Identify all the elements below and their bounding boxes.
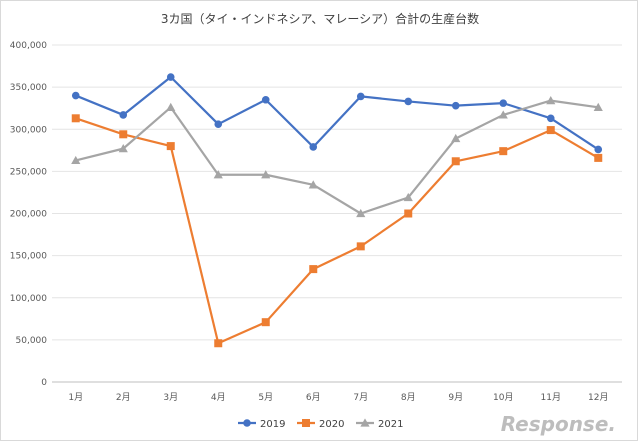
data-point-2021 xyxy=(403,192,413,202)
data-point-2019 xyxy=(261,95,270,104)
data-point-2021 xyxy=(546,96,556,105)
y-tick-label: 50,000 xyxy=(16,336,48,346)
legend-marker xyxy=(360,418,370,427)
x-tick-label: 9月 xyxy=(448,392,463,403)
x-tick-label: 2月 xyxy=(116,392,131,403)
data-point-2021 xyxy=(356,208,366,218)
data-point-2019 xyxy=(71,91,80,100)
x-tick-label: 5月 xyxy=(258,392,273,403)
x-tick-label: 10月 xyxy=(493,392,513,403)
series-line-2021 xyxy=(75,99,599,215)
data-point-2020 xyxy=(546,126,555,135)
series-2020 xyxy=(71,114,603,348)
data-point-2020 xyxy=(404,209,413,218)
data-point-2021 xyxy=(498,110,508,119)
watermark-logo: Response. xyxy=(501,412,616,436)
data-point-2021 xyxy=(166,102,176,111)
data-point-2021 xyxy=(118,144,128,153)
data-point-2019 xyxy=(309,143,318,151)
data-point-2019 xyxy=(499,99,508,107)
data-point-2021 xyxy=(261,170,271,179)
chart-title: 3カ国（タイ・インドネシア、マレーシア）合計の生産台数 xyxy=(161,11,479,26)
y-tick-label: 200,000 xyxy=(10,210,47,220)
data-point-2020 xyxy=(261,318,270,327)
data-point-2021 xyxy=(451,133,461,143)
y-tick-label: 150,000 xyxy=(10,252,47,262)
data-point-2020 xyxy=(356,242,365,251)
x-tick-label: 12月 xyxy=(588,392,608,403)
data-point-2021 xyxy=(71,155,81,165)
data-point-2020 xyxy=(309,265,318,274)
data-point-2020 xyxy=(594,153,603,162)
legend-label: 2020 xyxy=(319,419,344,430)
legend-item-2021: 2021 xyxy=(356,418,403,430)
x-tick-label: 11月 xyxy=(541,392,561,403)
x-tick-label: 4月 xyxy=(211,392,226,403)
y-tick-label: 0 xyxy=(41,378,47,388)
data-point-2020 xyxy=(71,114,80,123)
legend-item-2020: 2020 xyxy=(297,419,344,430)
series-layer xyxy=(71,73,603,348)
data-point-2019 xyxy=(166,73,175,81)
legend-marker xyxy=(243,419,251,427)
data-point-2019 xyxy=(451,101,460,110)
y-tick-label: 250,000 xyxy=(10,167,47,177)
series-2019 xyxy=(71,73,603,154)
data-point-2020 xyxy=(451,157,460,166)
x-tick-label: 7月 xyxy=(353,392,368,403)
data-point-2020 xyxy=(499,147,508,156)
data-point-2020 xyxy=(214,339,223,348)
series-2021 xyxy=(71,96,603,218)
legend-item-2019: 2019 xyxy=(238,419,285,430)
x-tick-label: 8月 xyxy=(401,392,416,403)
legend-marker xyxy=(302,419,310,427)
data-point-2019 xyxy=(546,114,555,123)
y-tick-label: 350,000 xyxy=(10,83,47,93)
data-point-2019 xyxy=(594,145,603,154)
data-point-2021 xyxy=(213,170,223,179)
x-tick-label: 6月 xyxy=(306,392,321,403)
data-point-2019 xyxy=(214,120,223,128)
grid-lines xyxy=(52,44,622,383)
data-point-2020 xyxy=(119,130,128,139)
y-tick-label: 400,000 xyxy=(10,41,47,51)
data-point-2020 xyxy=(166,142,175,151)
x-tick-label: 3月 xyxy=(163,392,178,403)
legend: 2019 2020 2021 xyxy=(238,418,403,430)
legend-label: 2021 xyxy=(378,419,403,430)
data-point-2021 xyxy=(308,180,318,189)
data-point-2021 xyxy=(593,102,603,111)
series-line-2019 xyxy=(75,75,599,151)
series-line-2020 xyxy=(75,117,599,345)
y-axis: 0 50,000 100,000 150,000 200,000 250,000 300,0… xyxy=(10,41,47,388)
legend-label: 2019 xyxy=(260,419,285,430)
x-axis: 1月 2月 3月 4月 5月 6月 7月 8月 9月 10月 11月 12月 xyxy=(68,392,608,403)
x-tick-label: 1月 xyxy=(68,392,83,403)
data-point-2019 xyxy=(404,97,413,106)
y-tick-label: 100,000 xyxy=(10,294,47,304)
y-tick-label: 300,000 xyxy=(10,125,47,135)
data-point-2019 xyxy=(119,111,128,119)
data-point-2019 xyxy=(356,92,365,101)
